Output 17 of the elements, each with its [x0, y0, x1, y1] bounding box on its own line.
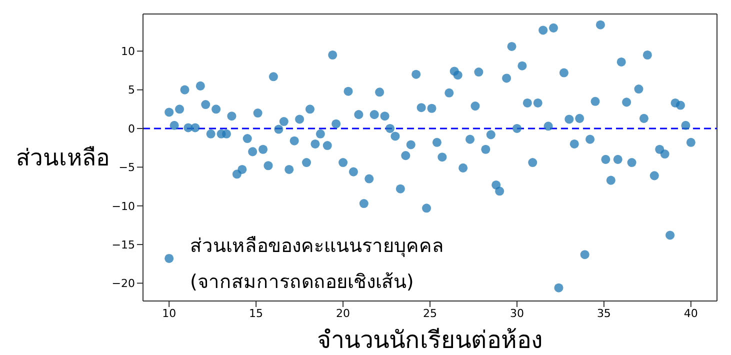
x-tick-label: 35: [596, 306, 611, 320]
y-tick-label: −15: [112, 238, 135, 252]
y-tick-label: −5: [118, 161, 135, 174]
y-tick-label: 5: [128, 84, 135, 97]
x-tick-label: 15: [249, 306, 264, 320]
x-tick-label: 40: [684, 306, 698, 320]
note-text: ส่วนเหลือของคะแนนรายบุคคล (จากสมการถดถอยเชิงเส้น): [190, 234, 444, 295]
y-tick-label: −10: [112, 200, 135, 213]
x-tick-label: 30: [510, 306, 524, 320]
x-axis-title: จำนวนนักเรียนต่อห้อง: [317, 326, 543, 354]
y-tick-label: 0: [128, 122, 135, 136]
y-axis-title: ส่วนเหลือ: [16, 146, 110, 172]
x-tick-label: 10: [162, 306, 176, 320]
y-tick-label: 10: [121, 45, 135, 58]
y-tick-label: −20: [112, 277, 135, 290]
x-tick-label: 20: [336, 306, 350, 320]
x-tick-label: 25: [423, 306, 437, 320]
